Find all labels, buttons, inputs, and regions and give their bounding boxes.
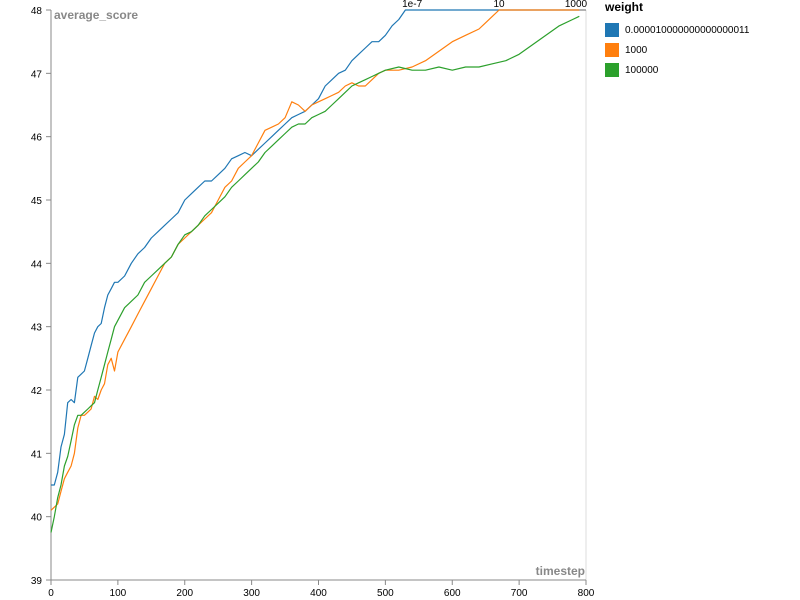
series-lines: [50, 9, 580, 533]
y-tick-label: 40: [31, 513, 43, 524]
legend-item: 0.000010000000000000011: [605, 20, 795, 40]
x-tick-label: 600: [444, 588, 461, 599]
annotation-label: 10: [494, 0, 506, 10]
y-tick-label: 41: [31, 449, 43, 460]
legend-swatch: [605, 23, 619, 37]
legend-title: weight: [605, 0, 643, 14]
legend-swatch: [605, 63, 619, 77]
x-tick-label: 0: [48, 588, 54, 599]
annotation-label: 1e-7: [402, 0, 422, 10]
y-tick-label: 43: [31, 323, 43, 334]
legend-label: 100000: [625, 64, 659, 76]
legend-item: 1000: [605, 40, 795, 60]
x-tick-label: 800: [578, 588, 595, 599]
legend-swatch: [605, 43, 619, 57]
series-line-2: [50, 15, 580, 533]
y-tick-label: 39: [31, 576, 43, 587]
series-line-0: [51, 9, 580, 486]
axes: 39 40 41 42 43 44 45 46 47 48 0 100 200 300 400 500 600 7…: [31, 6, 595, 599]
y-tick-label: 44: [31, 259, 43, 270]
x-tick-label: 100: [110, 588, 127, 599]
legend-item: 100000: [605, 60, 795, 80]
y-tick-label: 46: [31, 133, 43, 144]
legend-label: 0.000010000000000000011: [625, 24, 750, 36]
x-axis-label: timestep: [536, 564, 585, 578]
annotation-label: 1000: [565, 0, 588, 10]
x-tick-label: 300: [243, 588, 260, 599]
series-line-1: [50, 9, 580, 511]
x-tick-label: 500: [377, 588, 394, 599]
x-tick-label: 700: [511, 588, 528, 599]
legend: weight 0.000010000000000000011 1000 100000: [605, 0, 795, 80]
y-tick-label: 42: [31, 386, 43, 397]
x-tick-label: 400: [310, 588, 327, 599]
y-tick-label: 48: [31, 6, 43, 17]
legend-label: 1000: [625, 44, 648, 56]
legend-items: 0.000010000000000000011 1000 100000: [605, 20, 795, 80]
x-tick-label: 200: [176, 588, 193, 599]
y-tick-label: 47: [31, 69, 43, 80]
annotations: 1e-7 10 1000: [402, 0, 587, 10]
y-tick-label: 45: [31, 196, 43, 207]
y-axis-label: average_score: [54, 8, 138, 22]
